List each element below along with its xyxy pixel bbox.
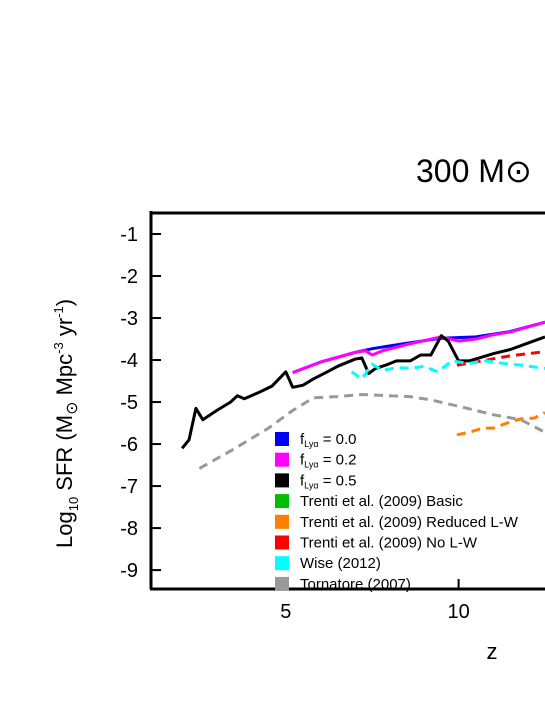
series-line-7: [198, 393, 545, 470]
legend-entry-label: Tornatore (2007): [300, 576, 411, 593]
legend-entry-label: fLyα = 0.2: [300, 452, 357, 470]
y-label-log: Log: [52, 511, 77, 548]
series-layer: [180, 320, 545, 470]
y-tick-label: -6: [120, 434, 138, 456]
x-tick-label: 10: [447, 601, 469, 623]
legend-entry-label: Trenti et al. (2009) Basic: [300, 493, 463, 510]
series-line-6: [350, 359, 545, 381]
legend-value-text: = 0.2: [319, 452, 357, 469]
legend-lya-subscript: Lyα: [304, 439, 318, 449]
y-axis-label: Log10 SFR (M⊙ Mpc-3 yr-1): [51, 299, 81, 548]
x-axis-label: z: [487, 639, 498, 664]
legend-value-text: = 0.5: [319, 472, 357, 489]
legend-swatch: [275, 556, 289, 571]
legend-swatch: [275, 514, 289, 529]
y-label-log-sub: 10: [66, 497, 81, 511]
legend-f-symbol: f: [300, 431, 305, 448]
y-label-main: SFR (M: [52, 415, 77, 497]
series-line-1: [292, 320, 545, 375]
y-tick-label: -3: [120, 308, 138, 330]
legend-swatch: [275, 576, 289, 591]
y-label-yr: yr: [52, 318, 77, 342]
y-tick-label: -8: [120, 518, 138, 540]
y-label-close: ): [52, 299, 77, 306]
legend-swatch: [275, 473, 289, 488]
y-tick-label: -1: [120, 224, 138, 246]
chart-title: 300 M⊙: [416, 153, 532, 189]
legend-entry-label: Wise (2012): [300, 555, 381, 572]
y-label-mpc-exp: -3: [51, 342, 66, 354]
legend-swatch: [275, 494, 289, 509]
legend-entry-label: fLyα = 0.0: [300, 431, 357, 449]
y-tick-label: -2: [120, 266, 138, 288]
legend-swatch: [275, 452, 289, 467]
legend-entry-label: Trenti et al. (2009) Reduced L-W: [300, 514, 519, 531]
legend-entry-label: fLyα = 0.5: [300, 472, 357, 490]
legend-f-symbol: f: [300, 472, 305, 489]
legend-swatch: [275, 535, 289, 550]
y-label-sun: ⊙: [64, 402, 81, 415]
y-label-yr-exp: -1: [51, 306, 66, 318]
axis-ticks: -1 -2 -3 -4 -5 -6 -7 -8 -9 5 10: [120, 224, 470, 623]
legend-value-text: = 0.0: [319, 431, 357, 448]
y-tick-label: -9: [120, 560, 138, 582]
legend-entry-label: Trenti et al. (2009) No L-W: [300, 535, 478, 552]
x-tick-label: 5: [280, 601, 291, 623]
y-tick-label: -7: [120, 476, 138, 498]
series-line-4: [456, 411, 545, 437]
y-label-mpc: Mpc: [52, 354, 77, 402]
y-tick-label: -4: [120, 350, 138, 372]
series-line-2: [180, 334, 545, 450]
legend-lya-subscript: Lyα: [304, 480, 318, 490]
legend-f-symbol: f: [300, 452, 305, 469]
legend-lya-subscript: Lyα: [304, 460, 318, 470]
legend-swatch: [275, 432, 289, 446]
y-tick-label: -5: [120, 392, 138, 414]
svg-text:Log10 SFR (M⊙ Mpc-3 yr-1): Log10 SFR (M⊙ Mpc-3 yr-1): [51, 299, 81, 548]
